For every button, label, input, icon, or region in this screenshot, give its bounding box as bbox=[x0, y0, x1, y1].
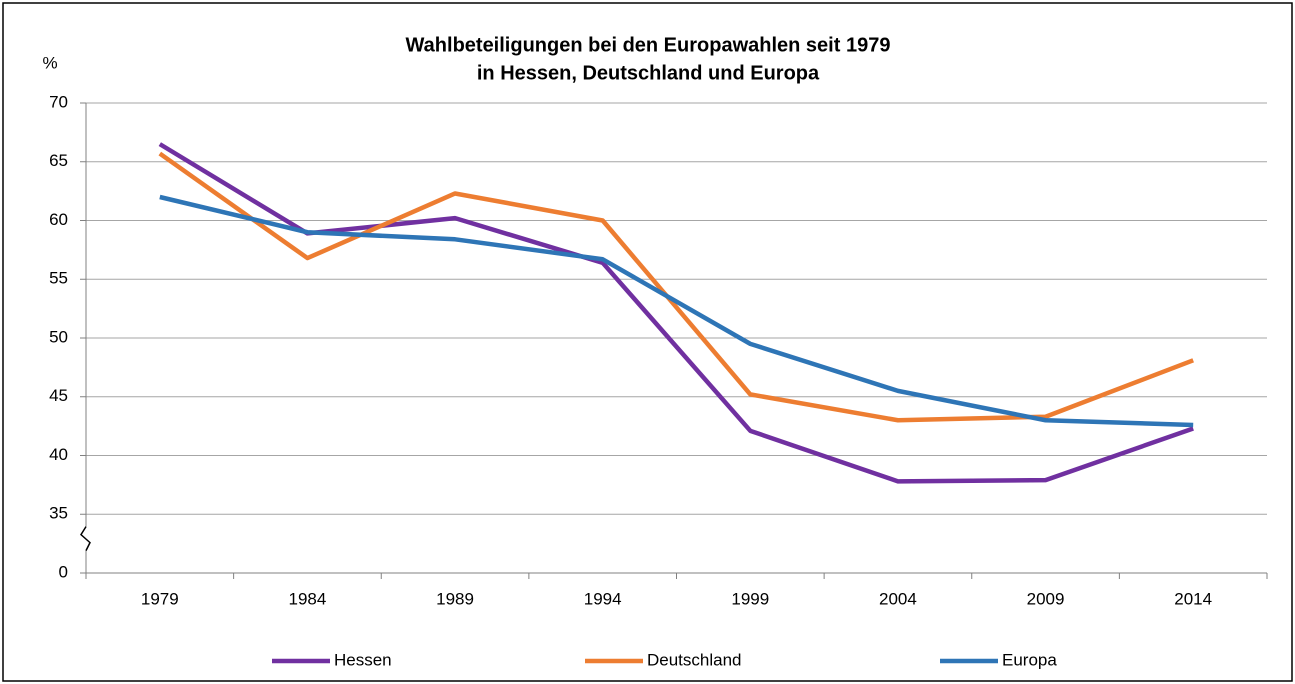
legend-label: Hessen bbox=[334, 650, 392, 669]
x-tick-label: 2014 bbox=[1174, 589, 1212, 608]
y-tick-label: 65 bbox=[49, 151, 68, 170]
y-axis-label: % bbox=[42, 53, 57, 72]
legend-label: Deutschland bbox=[647, 650, 742, 669]
axis-break bbox=[80, 526, 91, 551]
series-line bbox=[158, 142, 1194, 484]
y-tick-label: 60 bbox=[49, 210, 68, 229]
series-line bbox=[159, 194, 1194, 428]
y-tick-label: 40 bbox=[49, 445, 68, 464]
y-tick-label: 55 bbox=[49, 269, 68, 288]
x-tick-label: 1989 bbox=[436, 589, 474, 608]
x-tick-label: 1979 bbox=[141, 589, 179, 608]
y-tick-label: 70 bbox=[49, 92, 68, 111]
y-tick-label: 0 bbox=[59, 562, 68, 581]
y-tick-label: 50 bbox=[49, 327, 68, 346]
x-tick-label: 1984 bbox=[289, 589, 327, 608]
x-tick-label: 1994 bbox=[584, 589, 622, 608]
chart-title: in Hessen, Deutschland und Europa bbox=[477, 62, 820, 84]
y-tick-label: 35 bbox=[49, 504, 68, 523]
y-tick-label: 45 bbox=[49, 386, 68, 405]
chart-title: Wahlbeteiligungen bei den Europawahlen s… bbox=[406, 34, 891, 56]
legend-label: Europa bbox=[1002, 650, 1057, 669]
x-tick-label: 2004 bbox=[879, 589, 917, 608]
x-tick-label: 1999 bbox=[731, 589, 769, 608]
x-tick-label: 2009 bbox=[1027, 589, 1065, 608]
